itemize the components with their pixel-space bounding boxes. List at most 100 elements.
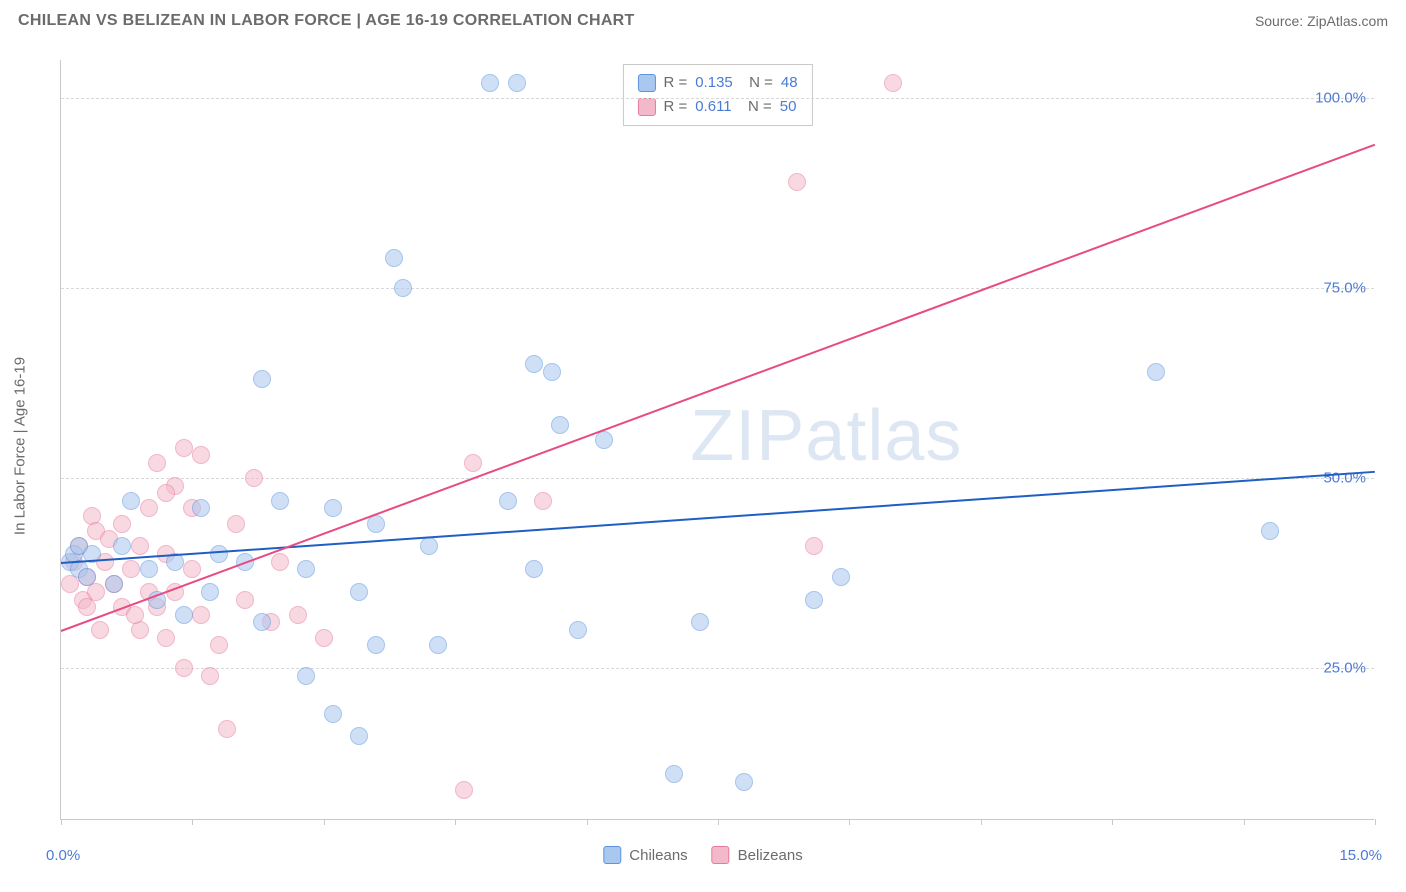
data-point <box>429 636 447 654</box>
data-point <box>481 74 499 92</box>
data-point <box>105 575 123 593</box>
x-tick <box>849 819 850 825</box>
x-tick <box>61 819 62 825</box>
x-tick <box>455 819 456 825</box>
legend-swatch <box>637 98 655 116</box>
stats-row: R = 0.135 N = 48 <box>637 71 797 95</box>
legend-label: Chileans <box>629 847 687 864</box>
data-point <box>201 583 219 601</box>
data-point <box>140 560 158 578</box>
r-value: 0.135 <box>695 71 733 95</box>
data-point <box>210 636 228 654</box>
data-point <box>87 583 105 601</box>
n-label: N = <box>741 71 773 95</box>
x-tick <box>718 819 719 825</box>
data-point <box>192 606 210 624</box>
data-point <box>157 484 175 502</box>
y-tick-label: 25.0% <box>1323 660 1366 677</box>
y-tick-label: 100.0% <box>1315 90 1366 107</box>
data-point <box>385 249 403 267</box>
data-point <box>464 454 482 472</box>
data-point <box>735 773 753 791</box>
trend-line <box>61 144 1376 632</box>
stats-legend: R = 0.135 N = 48R = 0.611 N = 50 <box>622 64 812 126</box>
legend-item: Belizeans <box>712 846 803 864</box>
data-point <box>508 74 526 92</box>
data-point <box>534 492 552 510</box>
source-label: Source: ZipAtlas.com <box>1255 13 1388 29</box>
y-axis-title: In Labor Force | Age 16-19 <box>12 357 29 535</box>
y-tick-label: 75.0% <box>1323 280 1366 297</box>
watermark: ZIPatlas <box>690 394 962 476</box>
data-point <box>420 537 438 555</box>
data-point <box>297 560 315 578</box>
data-point <box>315 629 333 647</box>
gridline <box>61 668 1374 669</box>
data-point <box>788 173 806 191</box>
data-point <box>350 583 368 601</box>
data-point <box>551 416 569 434</box>
data-point <box>113 537 131 555</box>
data-point <box>157 629 175 647</box>
data-point <box>61 575 79 593</box>
data-point <box>1147 363 1165 381</box>
legend-item: Chileans <box>603 846 687 864</box>
data-point <box>324 499 342 517</box>
data-point <box>126 606 144 624</box>
x-tick <box>324 819 325 825</box>
data-point <box>569 621 587 639</box>
data-point <box>218 720 236 738</box>
data-point <box>525 355 543 373</box>
gridline <box>61 288 1374 289</box>
data-point <box>113 515 131 533</box>
data-point <box>271 553 289 571</box>
data-point <box>525 560 543 578</box>
legend-label: Belizeans <box>738 847 803 864</box>
chart-title: CHILEAN VS BELIZEAN IN LABOR FORCE | AGE… <box>18 12 635 30</box>
x-tick <box>587 819 588 825</box>
data-point <box>805 591 823 609</box>
x-tick <box>1112 819 1113 825</box>
title-bar: CHILEAN VS BELIZEAN IN LABOR FORCE | AGE… <box>18 12 1388 30</box>
data-point <box>289 606 307 624</box>
gridline <box>61 98 1374 99</box>
data-point <box>183 560 201 578</box>
data-point <box>201 667 219 685</box>
data-point <box>91 621 109 639</box>
data-point <box>271 492 289 510</box>
data-point <box>236 591 254 609</box>
plot-area: ZIPatlas R = 0.135 N = 48R = 0.611 N = 5… <box>60 60 1374 820</box>
data-point <box>543 363 561 381</box>
data-point <box>595 431 613 449</box>
data-point <box>122 560 140 578</box>
n-value: 48 <box>781 71 798 95</box>
data-point <box>297 667 315 685</box>
data-point <box>253 613 271 631</box>
series-legend: Chileans Belizeans <box>603 846 802 864</box>
data-point <box>691 613 709 631</box>
x-tick <box>192 819 193 825</box>
data-point <box>253 370 271 388</box>
data-point <box>175 659 193 677</box>
x-tick <box>1375 819 1376 825</box>
data-point <box>227 515 245 533</box>
legend-swatch <box>712 846 730 864</box>
correlation-chart: CHILEAN VS BELIZEAN IN LABOR FORCE | AGE… <box>0 0 1406 892</box>
data-point <box>832 568 850 586</box>
data-point <box>175 439 193 457</box>
data-point <box>140 499 158 517</box>
x-axis-max-label: 15.0% <box>1339 847 1382 864</box>
x-tick <box>981 819 982 825</box>
data-point <box>367 636 385 654</box>
data-point <box>78 568 96 586</box>
data-point <box>805 537 823 555</box>
data-point <box>192 446 210 464</box>
data-point <box>175 606 193 624</box>
data-point <box>131 537 149 555</box>
data-point <box>665 765 683 783</box>
data-point <box>210 545 228 563</box>
legend-swatch <box>603 846 621 864</box>
legend-swatch <box>637 74 655 92</box>
r-label: R = <box>663 71 687 95</box>
data-point <box>499 492 517 510</box>
